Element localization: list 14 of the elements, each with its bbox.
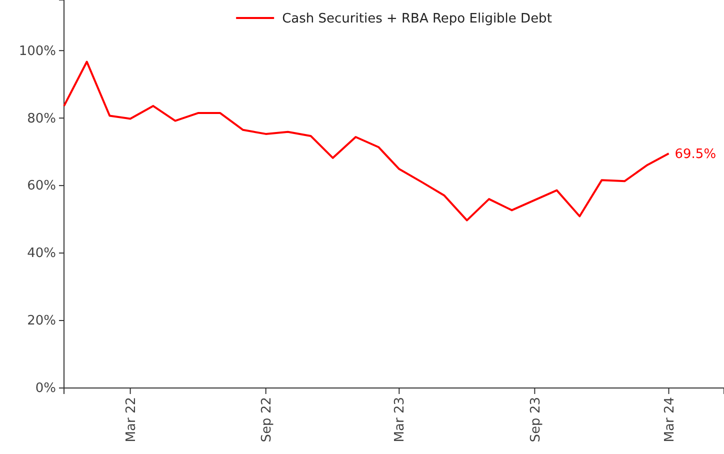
x-tick-label: Sep 23 <box>528 397 544 442</box>
y-tick-label: 20% <box>27 314 56 329</box>
annotation: 69.5% <box>674 147 716 162</box>
y-tick-label: 100% <box>18 44 56 59</box>
y-tick-label: 0% <box>35 381 56 396</box>
y-tick-label: 60% <box>27 178 56 194</box>
x-tick-label: Mar 23 <box>392 397 408 442</box>
x-tick-label: Sep 22 <box>259 397 274 442</box>
legend-label: Cash Securities + RBA Repo Eligible Debt <box>282 12 552 27</box>
y-tick-label: 80% <box>27 111 56 126</box>
x-tick-label: Mar 22 <box>124 397 139 442</box>
x-tick-label: Mar 24 <box>662 397 678 442</box>
y-tick-label: 40% <box>27 246 56 262</box>
line-series <box>63 60 670 222</box>
